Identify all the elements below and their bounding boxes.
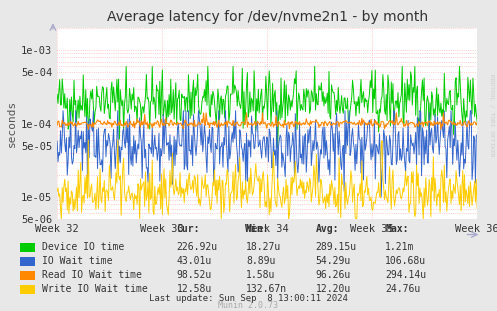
Text: Cur:: Cur: <box>176 224 200 234</box>
Text: Device IO time: Device IO time <box>42 242 124 252</box>
Text: 1.21m: 1.21m <box>385 242 414 252</box>
Text: 98.52u: 98.52u <box>176 270 212 280</box>
Text: Last update: Sun Sep  8 13:00:11 2024: Last update: Sun Sep 8 13:00:11 2024 <box>149 294 348 303</box>
Text: 1.58u: 1.58u <box>246 270 275 280</box>
Title: Average latency for /dev/nvme2n1 - by month: Average latency for /dev/nvme2n1 - by mo… <box>106 10 428 24</box>
Text: 132.67n: 132.67n <box>246 284 287 294</box>
Text: 106.68u: 106.68u <box>385 256 426 266</box>
Text: IO Wait time: IO Wait time <box>42 256 113 266</box>
Text: 8.89u: 8.89u <box>246 256 275 266</box>
Text: Write IO Wait time: Write IO Wait time <box>42 284 148 294</box>
Text: 54.29u: 54.29u <box>316 256 351 266</box>
Text: 294.14u: 294.14u <box>385 270 426 280</box>
Text: Max:: Max: <box>385 224 409 234</box>
Text: 12.20u: 12.20u <box>316 284 351 294</box>
Text: 226.92u: 226.92u <box>176 242 218 252</box>
Text: 289.15u: 289.15u <box>316 242 357 252</box>
Text: Avg:: Avg: <box>316 224 339 234</box>
Text: 24.76u: 24.76u <box>385 284 420 294</box>
Y-axis label: seconds: seconds <box>7 100 17 147</box>
Text: RRDTOOL / TOBI OETIKER: RRDTOOL / TOBI OETIKER <box>490 74 495 156</box>
Text: 96.26u: 96.26u <box>316 270 351 280</box>
Text: 18.27u: 18.27u <box>246 242 281 252</box>
Text: 43.01u: 43.01u <box>176 256 212 266</box>
Text: Munin 2.0.73: Munin 2.0.73 <box>219 301 278 310</box>
Text: 12.58u: 12.58u <box>176 284 212 294</box>
Text: Read IO Wait time: Read IO Wait time <box>42 270 142 280</box>
Text: Min:: Min: <box>246 224 269 234</box>
